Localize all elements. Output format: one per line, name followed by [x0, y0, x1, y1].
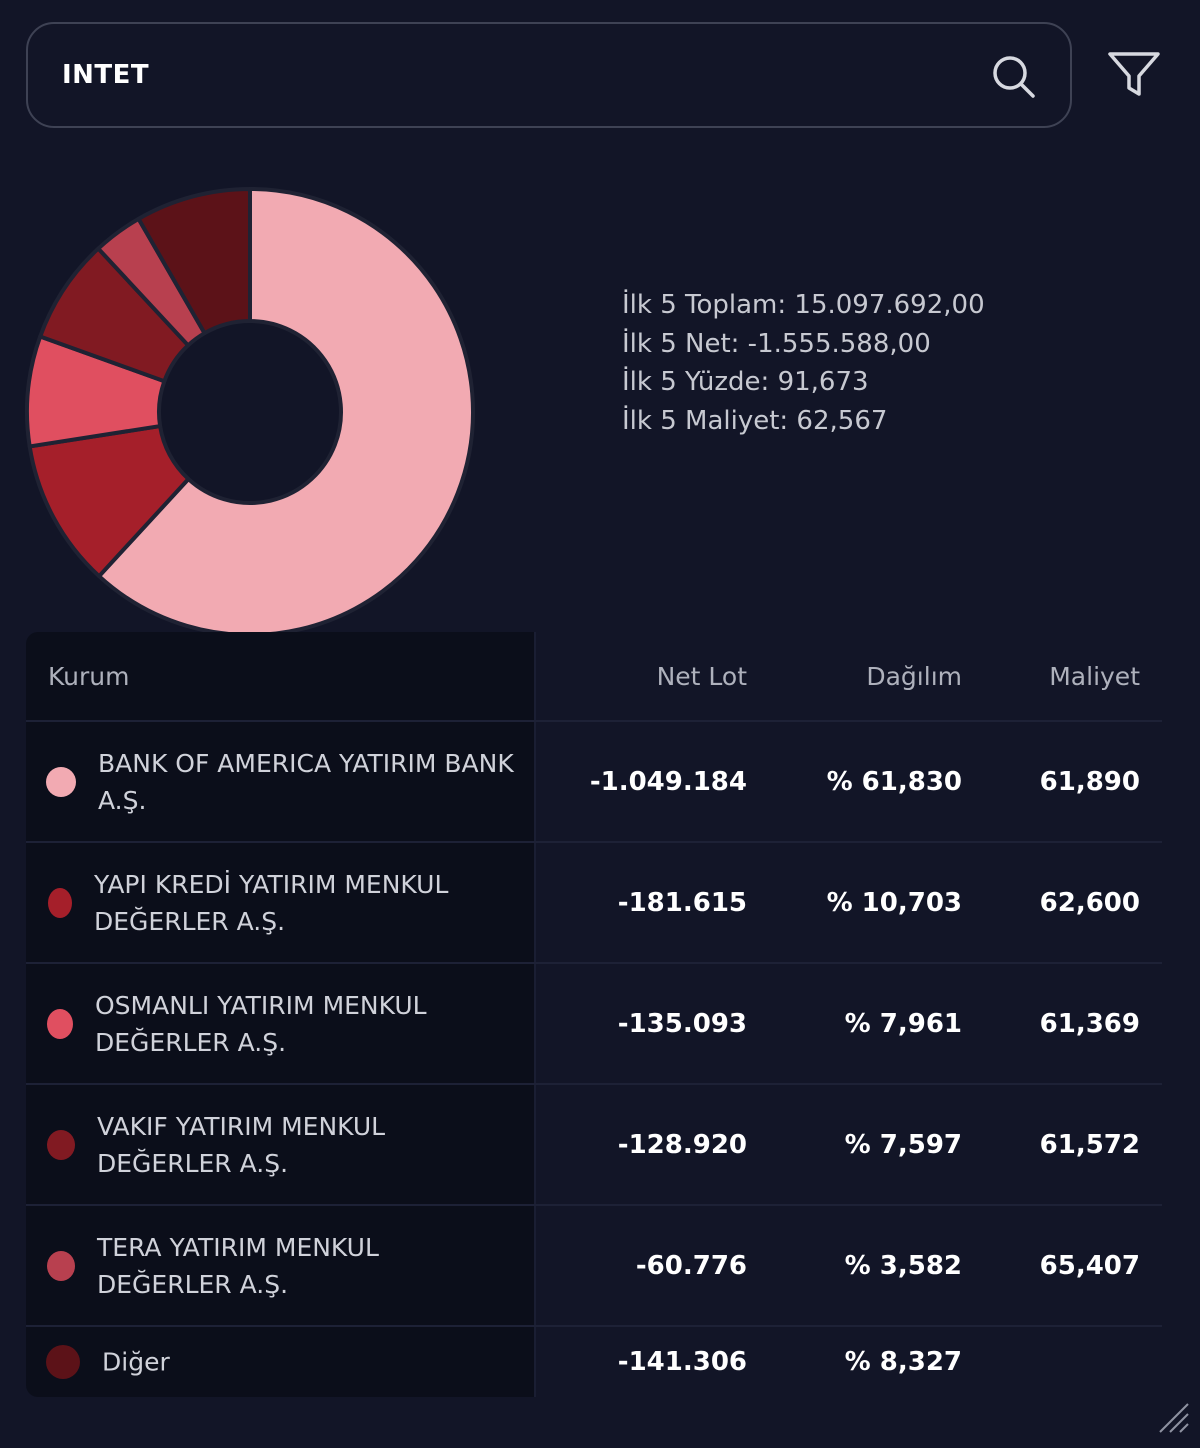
- kurum-header-cell: Kurum: [26, 632, 536, 720]
- legend-dot: [47, 1129, 75, 1160]
- kurum-name: BANK OF AMERICA YATIRIM BANK A.Ş.: [98, 748, 514, 815]
- maliyet-value: 61,572: [1039, 1129, 1140, 1160]
- column-header-kurum[interactable]: Kurum: [48, 662, 130, 691]
- column-header-net-lot[interactable]: Net Lot: [656, 662, 747, 691]
- kurum-name: VAKIF YATIRIM MENKUL DEĞERLER A.Ş.: [97, 1111, 386, 1178]
- maliyet-value: 61,890: [1039, 766, 1140, 797]
- distribution-donut-chart: [25, 187, 475, 637]
- table-row[interactable]: BANK OF AMERICA YATIRIM BANK A.Ş. -1.049…: [26, 722, 1162, 843]
- maliyet-value: 65,407: [1039, 1250, 1140, 1281]
- kurum-name: Diğer: [102, 1347, 170, 1377]
- summary-stats: İlk 5 Toplam: 15.097.692,00 İlk 5 Net: -…: [622, 286, 985, 440]
- net-lot-value: -181.615: [617, 887, 747, 918]
- dagilim-value: % 3,582: [844, 1250, 962, 1281]
- search-box[interactable]: INTET: [26, 22, 1072, 128]
- table-row[interactable]: Diğer -141.306 % 8,327: [26, 1327, 1162, 1397]
- legend-dot: [46, 766, 76, 797]
- column-header-dagilim[interactable]: Dağılım: [866, 662, 962, 691]
- kurum-cell: Diğer: [26, 1327, 536, 1397]
- legend-dot: [47, 1250, 75, 1281]
- table-row[interactable]: YAPI KREDİ YATIRIM MENKUL DEĞERLER A.Ş. …: [26, 843, 1162, 964]
- kurum-cell: YAPI KREDİ YATIRIM MENKUL DEĞERLER A.Ş.: [26, 843, 536, 962]
- donut-slice-5[interactable]: [136, 187, 252, 336]
- stat-top5-total: İlk 5 Toplam: 15.097.692,00: [622, 290, 985, 320]
- kurum-cell: TERA YATIRIM MENKUL DEĞERLER A.Ş.: [26, 1206, 536, 1325]
- legend-dot: [47, 1008, 73, 1039]
- dagilim-value: % 10,703: [826, 887, 962, 918]
- table-row[interactable]: OSMANLI YATIRIM MENKUL DEĞERLER A.Ş. -13…: [26, 964, 1162, 1085]
- resize-handle-icon[interactable]: [1154, 1398, 1190, 1434]
- kurum-name: YAPI KREDİ YATIRIM MENKUL DEĞERLER A.Ş.: [94, 869, 449, 936]
- kurum-cell: BANK OF AMERICA YATIRIM BANK A.Ş.: [26, 722, 536, 841]
- net-lot-value: -60.776: [635, 1250, 747, 1281]
- dagilim-value: % 7,961: [844, 1008, 962, 1039]
- table-row[interactable]: VAKIF YATIRIM MENKUL DEĞERLER A.Ş. -128.…: [26, 1085, 1162, 1206]
- search-input-value[interactable]: INTET: [62, 60, 150, 90]
- maliyet-value: 61,369: [1039, 1008, 1140, 1039]
- table-header-row: Kurum Net Lot Dağılım Maliyet: [26, 632, 1162, 722]
- column-header-maliyet[interactable]: Maliyet: [1049, 662, 1140, 691]
- dagilim-value: % 7,597: [844, 1129, 962, 1160]
- stat-top5-net: İlk 5 Net: -1.555.588,00: [622, 328, 931, 359]
- stat-top5-percent: İlk 5 Yüzde: 91,673: [622, 367, 869, 397]
- net-lot-value: -141.306: [617, 1347, 747, 1377]
- net-lot-value: -128.920: [617, 1129, 747, 1160]
- legend-dot: [48, 887, 72, 918]
- filter-icon[interactable]: [1106, 50, 1162, 100]
- net-lot-value: -1.049.184: [589, 766, 747, 797]
- maliyet-value: 62,600: [1039, 887, 1140, 918]
- stat-top5-cost: İlk 5 Maliyet: 62,567: [622, 405, 888, 436]
- table-row[interactable]: TERA YATIRIM MENKUL DEĞERLER A.Ş. -60.77…: [26, 1206, 1162, 1327]
- dagilim-value: % 61,830: [826, 766, 962, 797]
- dagilim-value: % 8,327: [844, 1347, 962, 1377]
- donut-slice-1[interactable]: [27, 424, 191, 579]
- net-lot-value: -135.093: [617, 1008, 747, 1039]
- search-icon[interactable]: [990, 53, 1038, 101]
- kurum-cell: VAKIF YATIRIM MENKUL DEĞERLER A.Ş.: [26, 1085, 536, 1204]
- legend-dot: [46, 1345, 80, 1379]
- kurum-name: TERA YATIRIM MENKUL DEĞERLER A.Ş.: [97, 1232, 379, 1299]
- kurum-name: OSMANLI YATIRIM MENKUL DEĞERLER A.Ş.: [95, 990, 427, 1057]
- kurum-cell: OSMANLI YATIRIM MENKUL DEĞERLER A.Ş.: [26, 964, 536, 1083]
- broker-table: Kurum Net Lot Dağılım Maliyet BANK OF AM…: [26, 632, 1162, 1397]
